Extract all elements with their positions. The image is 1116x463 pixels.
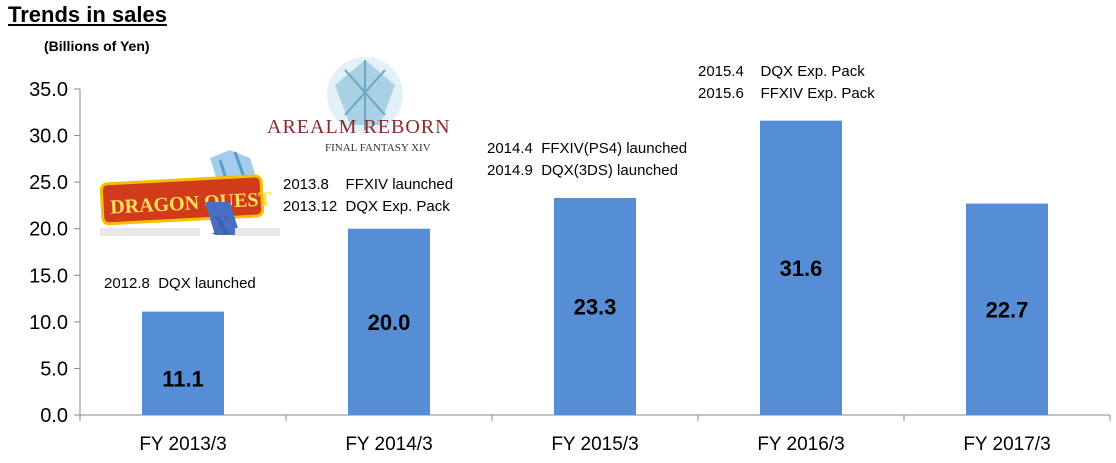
x-tick-label: FY 2017/3 xyxy=(963,434,1050,455)
data-label: 11.1 xyxy=(162,366,204,391)
data-label: 22.7 xyxy=(986,297,1029,322)
dragon-quest-x-logo: DRAGON QUEST X xyxy=(99,150,280,240)
data-label: 20.0 xyxy=(368,310,411,335)
data-label: 31.6 xyxy=(780,256,823,281)
annotation-text: 2012.8 DQX launched xyxy=(104,275,256,292)
annotation-text: 2013.8 FFXIV launched xyxy=(283,176,453,193)
annotation-text: 2015.4 DQX Exp. Pack xyxy=(698,63,865,80)
data-label: 23.3 xyxy=(574,294,617,319)
bar xyxy=(554,197,636,415)
annotations: 2012.8 DQX launched 2013.8 FFXIV launched… xyxy=(104,63,875,292)
bar xyxy=(760,120,842,415)
x-tick-label: FY 2015/3 xyxy=(551,434,638,455)
annotation-text: 2014.9 DQX(3DS) launched xyxy=(487,162,678,179)
y-axis-unit-label: (Billions of Yen) xyxy=(44,38,150,54)
y-tick-label: 35.0 xyxy=(29,79,68,101)
svg-text:X: X xyxy=(212,211,231,240)
y-tick-label: 25.0 xyxy=(29,172,68,194)
bar xyxy=(966,203,1048,415)
y-tick-label: 10.0 xyxy=(29,312,68,334)
x-tick-label: FY 2014/3 xyxy=(345,434,432,455)
x-tick-label: FY 2016/3 xyxy=(757,434,844,455)
annotation-text: 2013.12 DQX Exp. Pack xyxy=(283,198,450,215)
bar xyxy=(348,228,430,415)
annotation-text: 2014.4 FFXIV(PS4) launched xyxy=(487,140,687,157)
chart-title: Trends in sales xyxy=(8,2,167,27)
y-tick-label: 20.0 xyxy=(29,219,68,241)
y-tick-label: 0.0 xyxy=(40,405,68,427)
bars xyxy=(142,120,1048,415)
x-tick-label: FY 2013/3 xyxy=(139,434,226,455)
bar xyxy=(142,311,224,415)
svg-text:FINAL FANTASY XIV: FINAL FANTASY XIV xyxy=(325,142,431,154)
y-tick-label: 5.0 xyxy=(40,358,68,380)
final-fantasy-xiv-logo: AREALM REBORN FINAL FANTASY XIV xyxy=(267,57,451,154)
annotation-text: 2015.6 FFXIV Exp. Pack xyxy=(698,85,875,102)
y-tick-label: 15.0 xyxy=(29,265,68,287)
data-labels: 11.1 FY 2013/3 20.0 FY 2014/3 23.3 FY 2015/3 3… xyxy=(139,256,1050,455)
svg-text:AREALM REBORN: AREALM REBORN xyxy=(267,116,451,138)
y-tick-label: 30.0 xyxy=(29,126,68,148)
